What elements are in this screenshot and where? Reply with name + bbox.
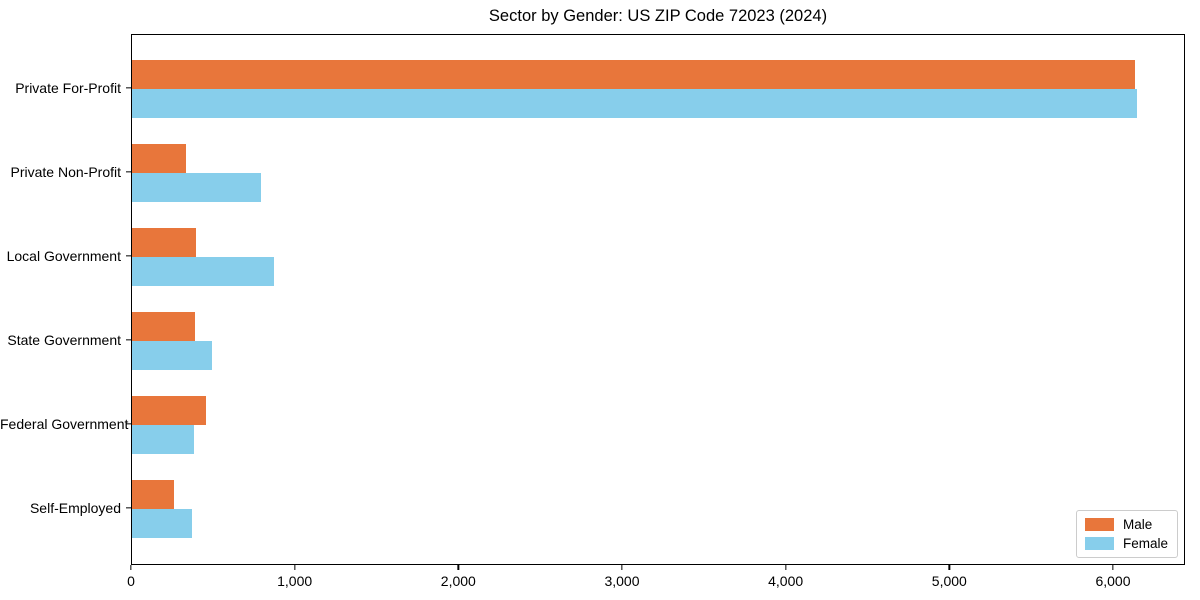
- bar-female-5: [132, 509, 192, 538]
- y-axis-tick: [126, 87, 131, 89]
- bar-female-2: [132, 257, 275, 286]
- bar-male-3: [132, 312, 195, 341]
- y-axis-tick: [126, 339, 131, 341]
- bar-male-0: [132, 60, 1136, 89]
- x-axis-tick-label: 0: [127, 573, 135, 589]
- y-axis-tick: [126, 255, 131, 257]
- y-axis-tick: [126, 423, 131, 425]
- y-axis-category-label: Private Non-Profit: [10, 164, 121, 180]
- x-axis-tick-label: 4,000: [768, 573, 804, 589]
- bar-female-0: [132, 89, 1137, 118]
- legend: Male Female: [1075, 510, 1178, 558]
- x-axis-tick: [130, 565, 132, 570]
- bar-female-3: [132, 341, 213, 370]
- x-axis-tick-label: 2,000: [440, 573, 476, 589]
- bar-male-1: [132, 144, 186, 173]
- legend-entry-female: Female: [1084, 535, 1168, 551]
- x-axis-tick: [948, 565, 950, 570]
- legend-label-female: Female: [1122, 535, 1168, 551]
- legend-label-male: Male: [1122, 517, 1153, 532]
- chart-title: Sector by Gender: US ZIP Code 72023 (202…: [488, 7, 828, 25]
- legend-entry-male: Male: [1084, 517, 1168, 532]
- bar-male-2: [132, 228, 196, 257]
- x-axis-tick: [785, 565, 787, 570]
- bar-female-1: [132, 173, 262, 202]
- bar-female-4: [132, 425, 195, 454]
- x-axis-tick: [621, 565, 623, 570]
- plot-area: [131, 34, 1185, 565]
- y-axis-tick: [126, 171, 131, 173]
- female-color-swatch: [1084, 536, 1114, 550]
- y-axis-category-label: Private For-Profit: [15, 80, 121, 96]
- x-axis-tick: [457, 565, 459, 570]
- x-axis-tick-label: 5,000: [931, 573, 967, 589]
- y-axis-tick: [126, 507, 131, 509]
- y-axis-category-label: State Government: [7, 332, 121, 348]
- bar-male-5: [132, 480, 174, 509]
- x-axis-tick-label: 1,000: [277, 573, 313, 589]
- y-axis-category-label: Self-Employed: [29, 500, 121, 516]
- x-axis-tick: [1112, 565, 1114, 570]
- x-axis-tick: [294, 565, 296, 570]
- male-color-swatch: [1084, 518, 1114, 532]
- bar-male-4: [132, 396, 206, 425]
- x-axis-tick-label: 3,000: [604, 573, 640, 589]
- x-axis-tick-label: 6,000: [1095, 573, 1131, 589]
- y-axis-category-label: Federal Government: [0, 416, 129, 432]
- y-axis-category-label: Local Government: [6, 248, 121, 264]
